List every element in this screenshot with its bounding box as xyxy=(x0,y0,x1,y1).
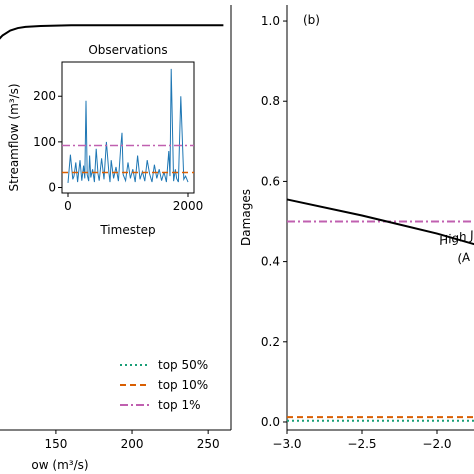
right-y-tick-label: 1.0 xyxy=(261,14,280,28)
inset-frame xyxy=(61,61,195,194)
left-x-tick-label: 250 xyxy=(197,437,220,451)
right-x-tick-label: −2.5 xyxy=(347,437,376,451)
inset-y-tick-label: 0 xyxy=(48,181,56,195)
right-annotation-line1: High J xyxy=(438,228,474,248)
inset-title: Observations xyxy=(88,43,167,57)
legend-label-0: top 50% xyxy=(158,358,208,372)
inset-y-tick-label: 100 xyxy=(33,135,56,149)
inset-y-tick-label: 200 xyxy=(33,89,56,103)
left-x-axis-label: ow (m³/s) xyxy=(31,458,88,472)
right-y-tick-label: 0.2 xyxy=(261,335,280,349)
inset-streamflow-series xyxy=(67,68,189,184)
right-panel: (b) 0.0 0.2 0.4 0.6 0.8 1.0 −3.0 −2.5 −2.0 Damages… xyxy=(239,5,474,451)
left-panel: 150 200 250 ow (m³/s) top 50% top 10% top 1% xyxy=(0,5,232,472)
right-y-tick-label: 0.4 xyxy=(261,255,280,269)
right-annotation-line2: (A xyxy=(456,250,471,266)
inset-x-tick-label: 0 xyxy=(64,199,72,213)
left-main-curve xyxy=(0,24,224,40)
inset-y-axis-label: Streamflow (m³/s) xyxy=(7,83,21,191)
right-y-tick-label: 0.6 xyxy=(261,174,280,188)
panel-label-b: (b) xyxy=(303,13,320,27)
left-x-tick-label: 150 xyxy=(44,437,67,451)
inset-x-tick-label: 2000 xyxy=(173,199,204,213)
right-x-tick-label: −2.0 xyxy=(422,437,451,451)
right-y-axis-label: Damages xyxy=(239,189,253,246)
left-x-tick-label: 200 xyxy=(121,437,144,451)
right-main-curve xyxy=(286,198,474,246)
right-y-tick-label: 0.8 xyxy=(261,94,280,108)
right-x-tick-label: −3.0 xyxy=(272,437,301,451)
inset-x-axis-label: Timestep xyxy=(99,223,155,237)
legend-label-2: top 1% xyxy=(158,398,201,412)
right-y-tick-label: 0.0 xyxy=(261,415,280,429)
legend-label-1: top 10% xyxy=(158,378,208,392)
